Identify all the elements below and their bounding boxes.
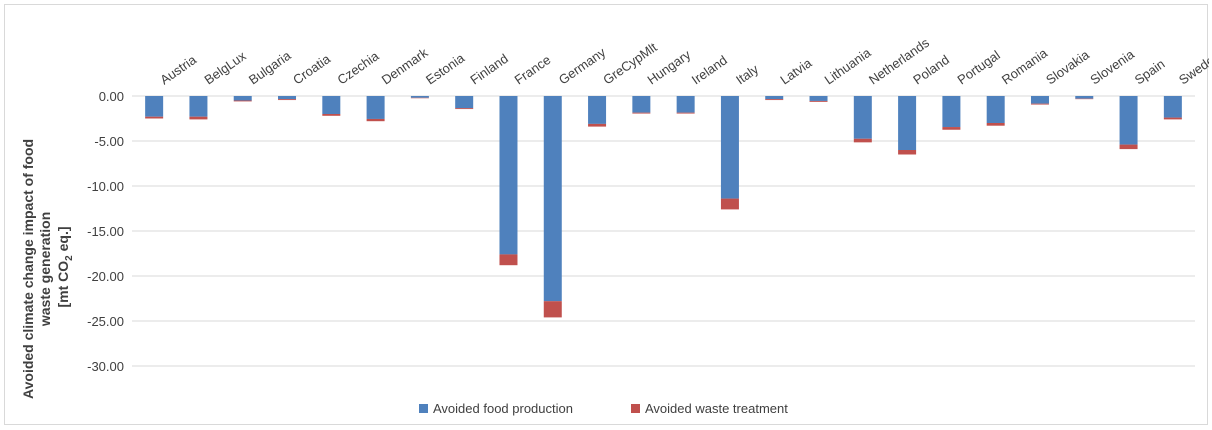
bar-waste-treatment [233,100,252,102]
bar-food-production [1030,96,1049,104]
bar-waste-treatment [1119,144,1138,150]
legend-swatch-waste-treatment [631,404,640,413]
legend: Avoided food production Avoided waste tr… [419,401,788,416]
bar-food-production [765,96,784,100]
bar-waste-treatment [853,138,872,143]
bar-food-production [1075,96,1094,99]
bar-waste-treatment [986,123,1005,126]
bar-food-production [809,96,828,101]
y-tick-label: -15.00 [87,224,124,239]
gridlines [132,95,1195,367]
category-label: Finland [467,51,511,88]
bar-waste-treatment [278,99,297,101]
y-tick-label: -5.00 [94,134,124,149]
bar-food-production [676,96,695,113]
bar-waste-treatment [455,108,474,110]
y-axis-label-line1: Avoided climate change impact of food [20,139,36,399]
bar-food-production [853,96,872,139]
legend-label-waste-treatment: Avoided waste treatment [645,401,788,416]
category-label: Romania [999,45,1051,88]
bar-food-production [455,96,474,109]
bar-food-production [898,96,917,150]
bar-food-production [588,96,607,124]
legend-label-food-production: Avoided food production [433,401,573,416]
y-axis-label: Avoided climate change impact of food wa… [20,135,75,399]
chart-frame: 0.00 -5.00 -10.00 -15.00 -20.00 -25.00 -30.00 … [4,4,1209,425]
category-label: Spain [1132,56,1168,87]
bar-food-production [233,96,252,101]
bars [145,96,1182,318]
category-label: France [512,52,554,87]
bar-waste-treatment [366,118,385,122]
category-label: Slovakia [1043,47,1092,88]
y-axis-label-line2: waste generation [37,212,53,327]
bar-waste-treatment [322,114,341,116]
bar-waste-treatment [499,254,518,266]
category-label: Latvia [777,55,815,88]
bar-waste-treatment [632,112,651,114]
category-label: Italy [733,61,762,87]
bar-waste-treatment [189,116,208,120]
y-tick-label: -20.00 [87,269,124,284]
bar-waste-treatment [809,100,828,102]
bar-waste-treatment [942,127,961,130]
y-axis-label-line3-prefix: [mt CO [55,261,71,308]
bar-food-production [499,96,518,255]
y-axis-ticks: 0.00 -5.00 -10.00 -15.00 -20.00 -25.00 -30.00 [87,89,124,374]
bar-food-production [366,96,385,119]
bar-waste-treatment [676,112,695,114]
legend-swatch-food-production [419,404,428,413]
category-label: Bulgaria [246,47,294,87]
category-label: BelgLux [202,48,249,88]
bar-food-production [632,96,651,113]
y-axis-label-line3-suffix: eq.] [55,226,71,255]
bar-food-production [986,96,1005,123]
bar-food-production [720,96,739,199]
bar-food-production [410,96,429,98]
bar-food-production [543,96,562,302]
bar-waste-treatment [898,150,917,155]
category-label: Slovenia [1087,46,1137,87]
y-tick-label: 0.00 [99,89,124,104]
y-tick-label: -30.00 [87,359,124,374]
category-label: Sweden [1176,48,1209,87]
category-label: Austria [157,52,199,88]
bar-waste-treatment [543,301,562,318]
y-tick-label: -25.00 [87,314,124,329]
bar-food-production [189,96,208,117]
category-label: Germany [556,44,609,87]
bar-food-production [145,96,164,117]
bar-waste-treatment [145,116,164,119]
category-label: Estonia [423,50,468,88]
category-label: Lithuania [822,44,874,87]
bar-food-production [322,96,341,114]
category-label: Czechia [334,48,382,88]
category-label: Ireland [689,52,730,87]
stacked-bar-chart: 0.00-5.00-10.00-15.00-20.00-25.00-30.00 … [20,35,1209,416]
bar-waste-treatment [1030,103,1049,105]
y-tick-label: -10.00 [87,179,124,194]
category-label: Croatia [290,51,334,88]
bar-waste-treatment [1163,117,1182,120]
bar-food-production [278,96,297,100]
bar-waste-treatment [720,198,739,210]
bar-waste-treatment [588,123,607,127]
bar-food-production [1163,96,1182,118]
bar-food-production [942,96,961,128]
bar-food-production [1119,96,1138,145]
y-axis-label-line3-sub: 2 [64,255,75,261]
bar-waste-treatment [765,99,784,101]
category-label: Denmark [379,45,431,88]
category-label: Portugal [955,47,1003,87]
